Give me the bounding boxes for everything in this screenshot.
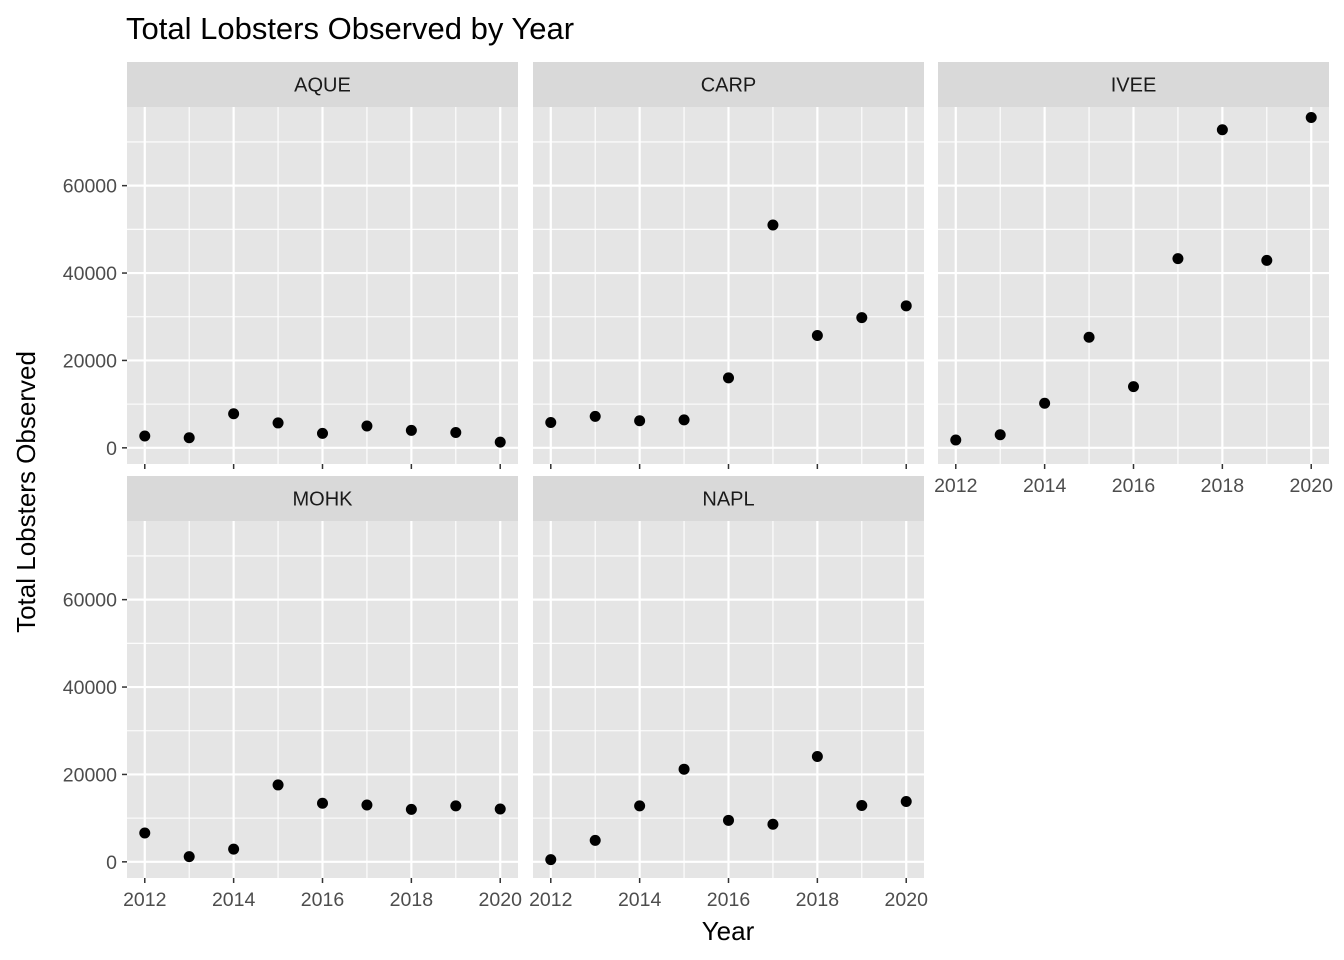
x-tick-label: 2018	[796, 889, 839, 911]
x-tick-label: 2018	[390, 889, 433, 911]
facet-panel-mohk: MOHK 0 20000 40000 60000 2012 2014 2016 2018 2020	[63, 476, 522, 911]
facet-strip-label: IVEE	[1111, 75, 1157, 97]
x-tick-label: 2014	[212, 889, 256, 911]
data-point	[1172, 253, 1184, 265]
data-point	[856, 799, 868, 811]
x-tick-label: 2014	[1023, 475, 1067, 497]
data-point	[811, 330, 823, 342]
y-tick-label: 40000	[63, 263, 117, 285]
chart-title: Total Lobsters Observed by Year	[126, 11, 574, 46]
data-point	[183, 851, 195, 863]
data-point	[272, 417, 284, 429]
data-point	[545, 854, 557, 866]
data-point	[545, 416, 557, 428]
x-tick-label: 2018	[1201, 475, 1244, 497]
x-tick-label: 2012	[123, 889, 166, 911]
data-point	[317, 797, 328, 809]
data-point	[139, 430, 151, 442]
data-point	[1083, 331, 1095, 343]
data-point	[361, 420, 373, 432]
data-point	[589, 834, 601, 846]
y-tick-label: 20000	[63, 350, 117, 372]
data-point	[405, 424, 417, 436]
data-point	[1216, 124, 1228, 136]
data-point	[405, 803, 417, 815]
data-point	[450, 427, 462, 439]
data-point	[272, 779, 284, 791]
x-tick-label: 2020	[479, 889, 523, 911]
data-point	[361, 799, 373, 811]
facet-panel-napl: NAPL 2012 2014 2016 2018 2020	[529, 476, 928, 911]
x-tick-label: 2020	[1290, 475, 1334, 497]
facet-strip-label: NAPL	[702, 489, 754, 511]
data-point	[589, 410, 601, 422]
data-point	[723, 372, 734, 384]
data-point	[228, 843, 240, 855]
facet-strip	[127, 62, 518, 107]
x-tick-label: 2016	[1112, 475, 1155, 497]
data-point	[767, 818, 779, 830]
facet-strip-label: CARP	[701, 75, 757, 97]
data-point	[228, 408, 240, 420]
data-point	[1261, 254, 1273, 266]
data-point	[634, 415, 646, 427]
data-point	[183, 432, 195, 444]
facet-strip	[127, 476, 518, 521]
x-tick-label: 2016	[301, 889, 344, 911]
data-point	[634, 800, 646, 812]
facet-panel-carp: CARP	[533, 62, 924, 469]
x-tick-label: 2012	[529, 889, 572, 911]
data-point	[950, 434, 962, 446]
y-tick-label: 20000	[63, 764, 117, 786]
data-point	[317, 427, 328, 439]
facet-strip	[938, 62, 1329, 107]
facet-strip	[533, 62, 924, 107]
facet-panels: AQUE 0 20000 40000 60000 CARP IVEE 2012 2014 2016…	[63, 62, 1333, 911]
data-point	[678, 414, 690, 426]
data-point	[678, 763, 690, 775]
x-tick-label: 2012	[934, 475, 977, 497]
facet-panel-ivee: IVEE 2012 2014 2016 2018 2020	[934, 62, 1333, 497]
facet-strip-label: AQUE	[294, 75, 351, 97]
y-tick-label: 40000	[63, 677, 117, 699]
data-point	[856, 312, 868, 324]
y-tick-label: 0	[106, 438, 117, 460]
data-point	[994, 429, 1006, 441]
data-point	[900, 796, 912, 808]
x-tick-label: 2020	[885, 889, 929, 911]
x-tick-label: 2016	[707, 889, 750, 911]
data-point	[1039, 397, 1051, 409]
data-point	[723, 814, 734, 826]
data-point	[450, 800, 462, 812]
data-point	[1305, 111, 1317, 123]
y-tick-label: 60000	[63, 590, 117, 612]
x-axis-title: Year	[702, 916, 755, 946]
y-tick-label: 0	[106, 852, 117, 874]
data-point	[139, 827, 151, 839]
data-point	[494, 436, 506, 448]
y-axis-title: Total Lobsters Observed	[11, 351, 41, 633]
data-point	[900, 300, 912, 312]
x-tick-label: 2014	[618, 889, 662, 911]
data-point	[811, 751, 823, 763]
data-point	[767, 219, 779, 231]
facet-strip-label: MOHK	[293, 489, 354, 511]
y-tick-label: 60000	[63, 176, 117, 198]
facet-strip	[533, 476, 924, 521]
data-point	[1128, 381, 1139, 393]
data-point	[494, 803, 506, 815]
facet-panel-aque: AQUE 0 20000 40000 60000	[63, 62, 518, 469]
